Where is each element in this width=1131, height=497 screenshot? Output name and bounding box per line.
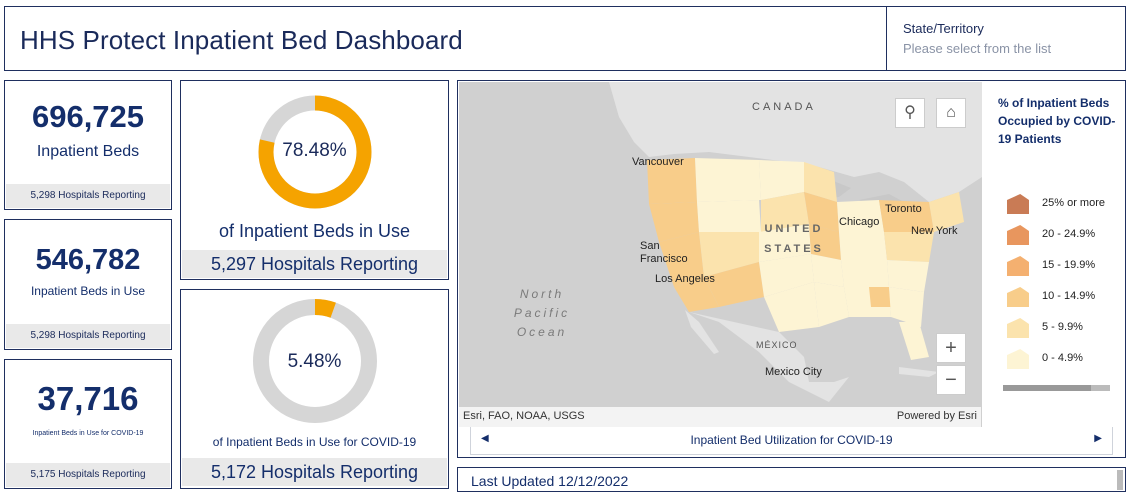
state-wa <box>647 158 697 204</box>
legend-swatch <box>1007 287 1029 307</box>
carousel-prev-icon[interactable]: ◀ <box>481 433 489 444</box>
legend-swatch <box>1007 225 1029 245</box>
map-panel: CANADA UNITED STATES MÉXICO Vancouver Sa… <box>457 80 1126 458</box>
map-label-mexico-city: Mexico City <box>765 366 822 378</box>
zoom-in-button[interactable]: + <box>936 333 966 363</box>
legend-label: 5 - 9.9% <box>1042 321 1083 333</box>
stat-label: Inpatient Beds <box>36 143 140 160</box>
choropleth-map[interactable]: CANADA UNITED STATES MÉXICO Vancouver Sa… <box>459 82 982 427</box>
legend-swatch <box>1007 256 1029 276</box>
stat-card-beds-covid: 37,716 Inpatient Beds in Use for COVID-1… <box>4 359 172 489</box>
gauge-card-beds-covid: 5.48% of Inpatient Beds in Use for COVID… <box>180 289 449 489</box>
map-label-canada: CANADA <box>752 101 816 113</box>
legend-swatch <box>1007 318 1029 338</box>
gauge-footer: 5,172 Hospitals Reporting <box>182 458 447 486</box>
legend-label: 15 - 19.9% <box>1042 259 1096 271</box>
attribution-powered-by[interactable]: Powered by Esri <box>896 410 977 422</box>
map-label-ocean: North Pacific Ocean <box>513 287 571 339</box>
legend-title: % of Inpatient Beds Occupied by COVID-19… <box>998 96 1116 146</box>
map-basemap <box>459 82 982 427</box>
last-updated-bar: Last Updated 12/12/2022 <box>457 467 1126 492</box>
legend-label: 20 - 24.9% <box>1042 228 1096 240</box>
map-label-vancouver: Vancouver <box>632 156 684 168</box>
map-carousel: ◀ Inpatient Bed Utilization for COVID-19… <box>470 427 1113 455</box>
map-attribution: Esri, FAO, NOAA, USGS Powered by Esri <box>459 407 981 427</box>
map-label-los-angeles: Los Angeles <box>655 273 715 285</box>
gauge-label: of Inpatient Beds in Use for COVID-19 <box>212 435 417 449</box>
legend-swatch <box>1007 194 1029 214</box>
attribution-sources: Esri, FAO, NOAA, USGS <box>463 410 585 422</box>
map-label-united-states: UNITED STATES <box>764 223 824 255</box>
search-icon: ⚲ <box>904 104 916 121</box>
gauge-footer: 5,297 Hospitals Reporting <box>182 250 447 278</box>
stat-footer: 5,298 Hospitals Reporting <box>6 324 170 348</box>
map-search-button[interactable]: ⚲ <box>895 98 925 128</box>
stat-value: 37,716 <box>37 380 139 417</box>
map-home-button[interactable]: ⌂ <box>936 98 966 128</box>
stat-label: Inpatient Beds in Use for COVID-19 <box>32 430 144 437</box>
stat-value: 696,725 <box>31 99 145 134</box>
stat-footer: 5,175 Hospitals Reporting <box>6 463 170 487</box>
map-label-mexico: MÉXICO <box>756 340 798 350</box>
legend-scrollbar[interactable] <box>1003 385 1110 391</box>
carousel-label: Inpatient Bed Utilization for COVID-19 <box>690 433 893 447</box>
page-title: HHS Protect Inpatient Bed Dashboard <box>20 25 463 55</box>
legend-swatch <box>1007 349 1029 369</box>
stat-card-beds-in-use: 546,782 Inpatient Beds in Use 5,298 Hosp… <box>4 219 172 350</box>
gauge-fill <box>258 95 372 209</box>
state-territory-selector[interactable]: State/Territory Please select from the l… <box>886 7 1127 70</box>
zoom-out-button[interactable]: − <box>936 365 966 395</box>
state-territory-label: State/Territory <box>903 21 984 36</box>
map-label-chicago: Chicago <box>839 216 880 228</box>
gauge-percent: 5.48% <box>287 351 342 372</box>
home-icon: ⌂ <box>946 104 956 121</box>
map-label-toronto: Toronto <box>885 203 922 215</box>
stat-card-inpatient-beds: 696,725 Inpatient Beds 5,298 Hospitals R… <box>4 80 172 210</box>
carousel-next-icon[interactable]: ▶ <box>1094 433 1102 444</box>
legend-label: 0 - 4.9% <box>1042 352 1083 364</box>
gauge-percent: 78.48% <box>282 140 347 161</box>
state-territory-placeholder[interactable]: Please select from the list <box>903 41 1052 56</box>
gauge-chart <box>253 299 377 423</box>
scrollbar[interactable] <box>1117 470 1123 490</box>
zoom-in-icon: + <box>945 337 957 359</box>
stat-footer: 5,298 Hospitals Reporting <box>6 184 170 208</box>
dashboard-header: HHS Protect Inpatient Bed Dashboard Stat… <box>4 6 1126 71</box>
stat-label: Inpatient Beds in Use <box>30 284 146 298</box>
gauge-fill <box>253 299 377 423</box>
map-label-new-york: New York <box>911 225 958 237</box>
legend-label: 10 - 14.9% <box>1042 290 1096 302</box>
map-label-san-francisco: San Francisco <box>640 240 688 265</box>
gauge-label: of Inpatient Beds in Use <box>218 221 411 241</box>
legend-label: 25% or more <box>1042 197 1105 209</box>
gauge-card-beds-in-use: 78.48% of Inpatient Beds in Use 5,297 Ho… <box>180 80 449 280</box>
stat-value: 546,782 <box>35 244 141 276</box>
map-legend: % of Inpatient Beds Occupied by COVID-19… <box>982 82 1125 402</box>
last-updated-text: Last Updated 12/12/2022 <box>471 473 629 489</box>
gauge-chart <box>258 95 372 209</box>
legend-scroll-thumb[interactable] <box>1003 385 1091 391</box>
zoom-out-icon: − <box>945 369 957 391</box>
